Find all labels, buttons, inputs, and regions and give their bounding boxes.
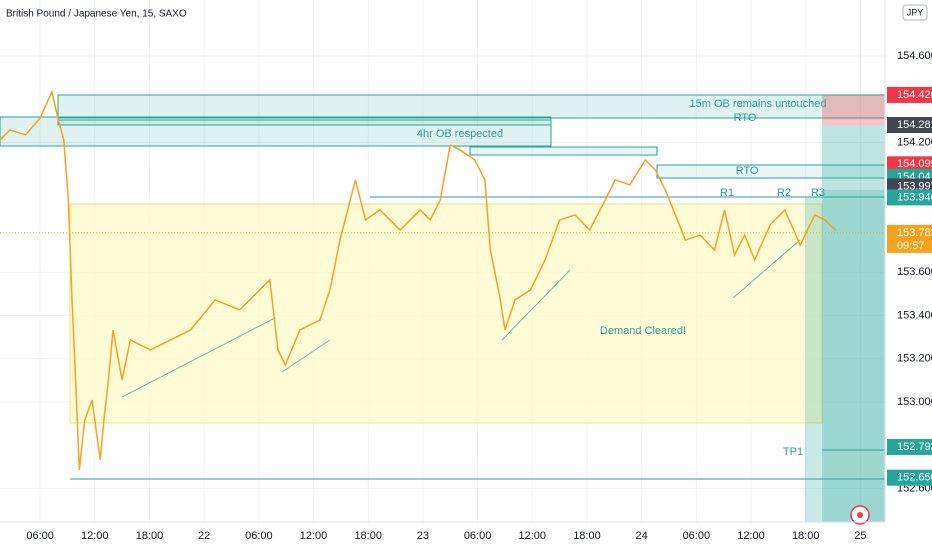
x-tick-label: 06:00 xyxy=(683,530,711,542)
y-tick-label: 153.400 xyxy=(897,309,932,321)
annotation: 15m OB remains untouched xyxy=(690,98,827,110)
price-line xyxy=(0,89,837,470)
target-zone xyxy=(822,190,885,522)
x-tick-label: 18:00 xyxy=(354,530,382,542)
annotation: TP1 xyxy=(783,446,803,458)
stop-zone xyxy=(822,95,885,125)
price-label-box xyxy=(887,224,932,253)
y-tick-label: 154.600 xyxy=(897,50,932,62)
currency: JPY xyxy=(907,7,924,17)
trend-line xyxy=(121,317,276,398)
trend-line xyxy=(732,239,801,299)
annotation: R2 xyxy=(777,187,791,199)
x-tick-label: 12:00 xyxy=(81,530,109,542)
price-label: 152.650 xyxy=(897,472,932,484)
price-label: 154.420 xyxy=(897,89,932,101)
price-label: 152.792 xyxy=(897,441,932,453)
ob-zone xyxy=(469,146,658,156)
x-tick-label: 18:00 xyxy=(136,530,164,542)
y-tick-label: 153.200 xyxy=(897,353,932,365)
x-tick-label: 12:00 xyxy=(519,530,547,542)
price-label-box xyxy=(887,86,932,103)
x-tick-label: 12:00 xyxy=(737,530,765,542)
alert-icon-dot xyxy=(857,512,863,518)
price-label: 153.782 xyxy=(897,227,932,239)
annotation: Demand Cleared! xyxy=(600,325,686,337)
annotation: R1 xyxy=(720,187,734,199)
y-tick-label: 153.600 xyxy=(897,266,932,278)
entry-zone xyxy=(822,125,885,190)
x-tick-label: 06:00 xyxy=(464,530,492,542)
currency-badge[interactable] xyxy=(902,4,928,21)
ob-zone xyxy=(57,119,552,126)
x-tick-label: 06:00 xyxy=(26,530,54,542)
y-tick-label: 153.000 xyxy=(897,396,932,408)
x-tick-label: 18:00 xyxy=(573,530,601,542)
x-tick-label: 25 xyxy=(854,530,866,542)
price-label-box xyxy=(887,438,932,455)
target-zone xyxy=(805,197,822,522)
trend-line xyxy=(281,339,331,373)
price-label: 153.997 xyxy=(897,180,932,192)
ob-zone xyxy=(0,116,552,147)
price-label: 154.281 xyxy=(897,119,932,131)
y-tick-label: 154.200 xyxy=(897,136,932,148)
price-label-box xyxy=(887,189,932,206)
annotation: 4hr OB respected xyxy=(417,128,503,140)
annotation: RTO xyxy=(734,112,757,124)
annotation: RTO xyxy=(736,165,759,177)
annotation: R3 xyxy=(811,187,825,199)
price-label-box xyxy=(887,469,932,486)
price-label: 153.946 xyxy=(897,191,932,203)
x-tick-label: 23 xyxy=(417,530,429,542)
chart-title: British Pound / Japanese Yen, 15, SAXO xyxy=(6,9,187,20)
demand-zone xyxy=(69,203,823,424)
x-tick-label: 06:00 xyxy=(245,530,273,542)
x-tick-label: 24 xyxy=(636,530,648,542)
x-tick-label: 22 xyxy=(198,530,210,542)
price-label: 154.099 xyxy=(897,158,932,170)
price-label-box xyxy=(887,156,932,173)
trend-line xyxy=(501,269,571,341)
x-tick-label: 12:00 xyxy=(300,530,328,542)
countdown: 09:57 xyxy=(897,240,925,252)
price-label-box xyxy=(887,116,932,133)
x-tick-label: 18:00 xyxy=(792,530,820,542)
